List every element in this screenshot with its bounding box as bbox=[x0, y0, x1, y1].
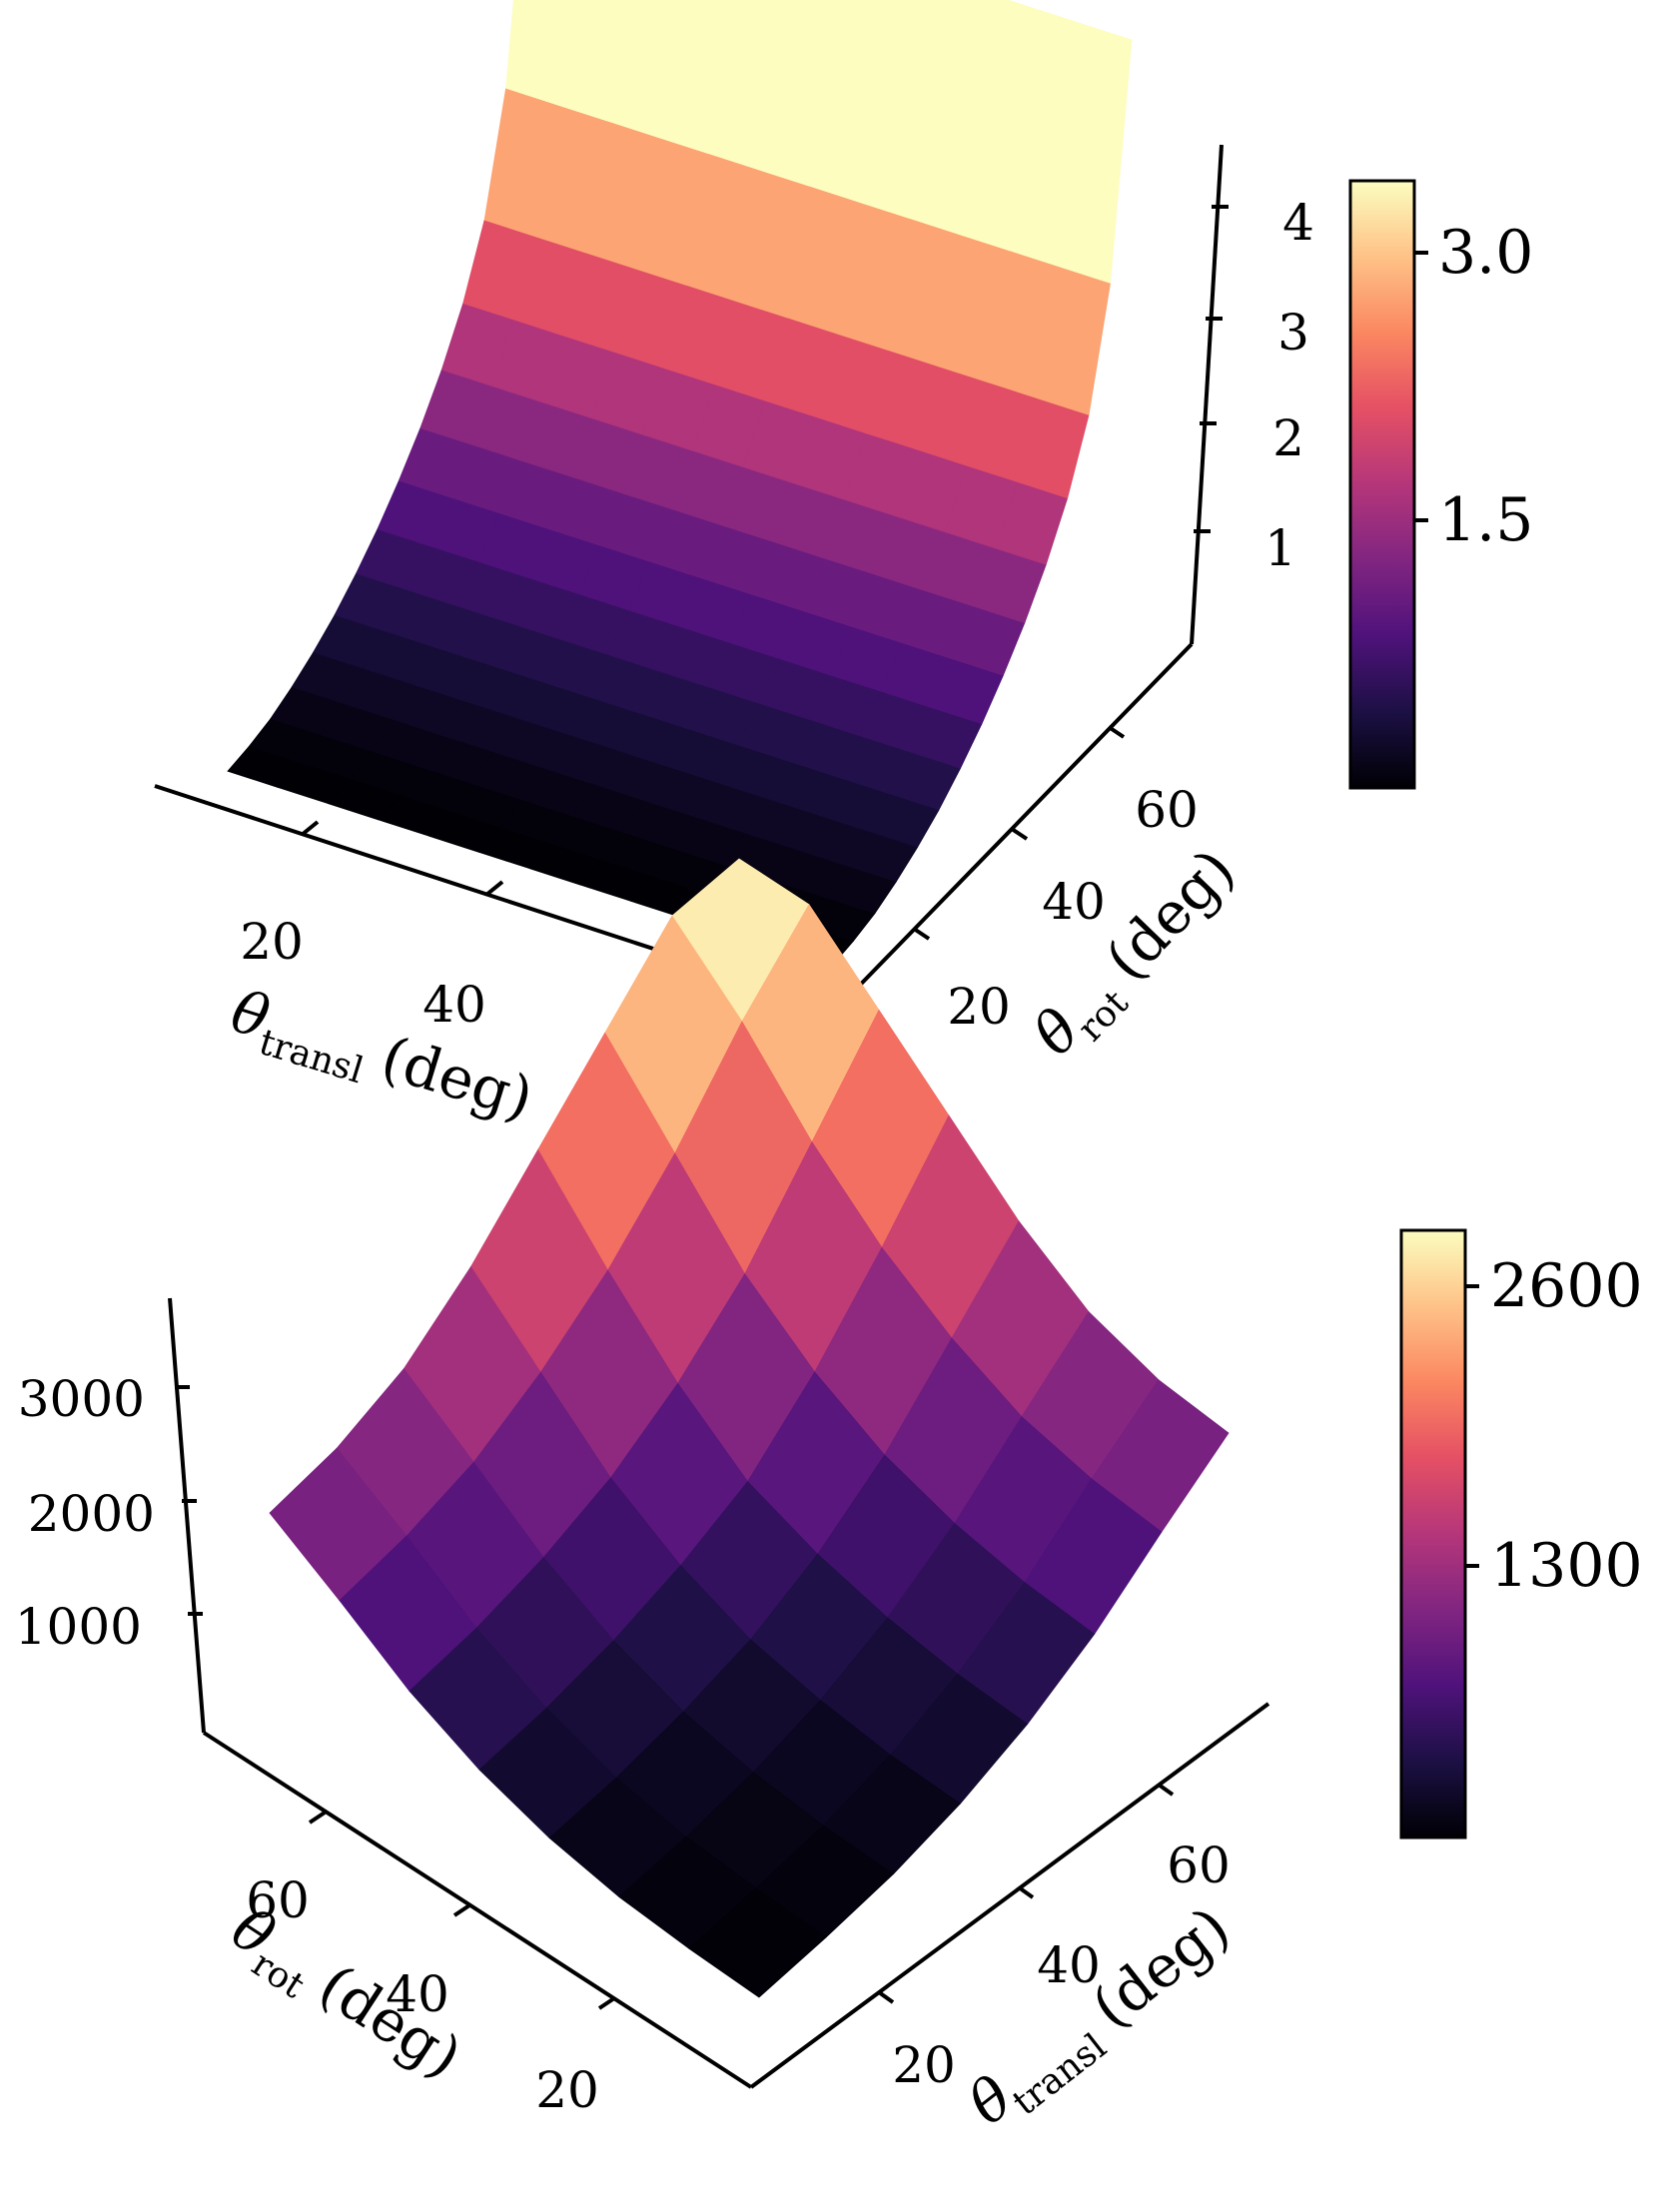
bottom-surface-patch bbox=[688, 1887, 827, 1998]
top-y-tick-mark bbox=[1010, 827, 1029, 841]
bottom-x-tick-label: 20 bbox=[535, 2061, 599, 2119]
top-z-tick-label: 3 bbox=[1277, 304, 1309, 362]
top-y-tick-mark bbox=[912, 927, 931, 941]
top-y-tick-label: 40 bbox=[1042, 873, 1106, 931]
top-y-tick-mark bbox=[1107, 725, 1126, 739]
top-z-axis-line bbox=[1190, 144, 1224, 645]
top-surface-patch bbox=[757, 0, 825, 187]
bottom-y-tick-mark bbox=[877, 1990, 895, 2004]
bottom-x-tick-label: 40 bbox=[386, 1965, 449, 2023]
bottom-x-tick-mark bbox=[597, 1996, 616, 2010]
top-x-axis-label: θtransl (deg) bbox=[221, 977, 540, 1141]
bottom-y-tick-label: 20 bbox=[892, 2036, 956, 2094]
top-x-label-unit: (deg) bbox=[374, 1023, 540, 1132]
top-x-label-sub: transl bbox=[255, 1022, 369, 1092]
top-colorbar-tick-label: 1.5 bbox=[1438, 485, 1533, 555]
bottom-x-axis-line bbox=[202, 1731, 753, 2089]
bottom-z-tick-label: 3000 bbox=[18, 1370, 145, 1428]
top-surface bbox=[227, 0, 1133, 967]
svg-text:θrot(deg): θrot(deg) bbox=[1020, 836, 1254, 1075]
bottom-x-tick-label: 60 bbox=[246, 1871, 310, 1929]
bottom-colorbar-tick-label: 1300 bbox=[1490, 1531, 1643, 1601]
top-y-axis-label: θrot(deg) bbox=[1020, 836, 1254, 1075]
bottom-z-tick-label: 2000 bbox=[28, 1485, 155, 1543]
top-y-label-unit: (deg) bbox=[1093, 836, 1248, 994]
top-x-tick-mark bbox=[300, 820, 320, 837]
top-surface-patch bbox=[706, 0, 774, 171]
top-y-tick-label: 20 bbox=[947, 978, 1011, 1036]
top-z-tick-label: 1 bbox=[1264, 519, 1296, 577]
bottom-colorbar-frame bbox=[1399, 1228, 1467, 1840]
top-colorbar: 1.5 3.0 bbox=[1348, 179, 1533, 790]
top-x-tick-mark bbox=[484, 880, 504, 897]
top-x-tick-label: 20 bbox=[240, 913, 304, 971]
top-z-tick-label: 2 bbox=[1272, 409, 1304, 467]
top-surface-patch bbox=[555, 0, 618, 122]
bottom-z-tick-label: 1000 bbox=[15, 1598, 142, 1656]
bottom-y-axis-line bbox=[749, 1702, 1270, 2089]
bottom-x-tick-mark bbox=[308, 1811, 327, 1825]
top-colorbar-frame bbox=[1348, 179, 1416, 790]
bottom-colorbar: 1300 2600 bbox=[1399, 1228, 1643, 1840]
top-surface-patch bbox=[807, 0, 877, 203]
top-surface-patch bbox=[858, 0, 929, 219]
bottom-y-label-sub: transl bbox=[1005, 2026, 1114, 2124]
top-colorbar-tick-label: 3.0 bbox=[1438, 218, 1533, 288]
top-x-tick-label: 40 bbox=[422, 976, 486, 1034]
bottom-colorbar-tick-label: 2600 bbox=[1490, 1251, 1643, 1321]
bottom-colorbar-gradient bbox=[1401, 1230, 1465, 1838]
top-y-axis-line bbox=[835, 642, 1194, 1011]
bottom-surface bbox=[269, 858, 1230, 1998]
svg-text:θtransl(deg): θtransl(deg) bbox=[221, 977, 540, 1141]
top-surface-patch bbox=[505, 0, 566, 106]
bottom-y-tick-label: 40 bbox=[1037, 1936, 1101, 1994]
top-colorbar-gradient bbox=[1350, 181, 1414, 788]
bottom-y-axis-label: θtransl(deg) bbox=[956, 1893, 1248, 2145]
top-surface-patch bbox=[908, 0, 981, 236]
bottom-z-axis-line bbox=[168, 1297, 206, 1734]
top-surface-patch bbox=[1059, 23, 1133, 284]
top-y-tick-label: 60 bbox=[1135, 781, 1199, 839]
top-surface-patch bbox=[656, 0, 722, 154]
bottom-y-tick-mark bbox=[1017, 1885, 1035, 1899]
svg-text:θtransl(deg): θtransl(deg) bbox=[956, 1893, 1248, 2145]
bottom-y-tick-label: 60 bbox=[1167, 1837, 1231, 1894]
bottom-y-tick-mark bbox=[1157, 1783, 1175, 1797]
top-z-tick-label: 4 bbox=[1282, 194, 1314, 252]
bottom-y-label-unit: (deg) bbox=[1080, 1893, 1243, 2041]
top-surface-patch bbox=[605, 0, 670, 138]
bottom-x-tick-mark bbox=[452, 1903, 471, 1917]
